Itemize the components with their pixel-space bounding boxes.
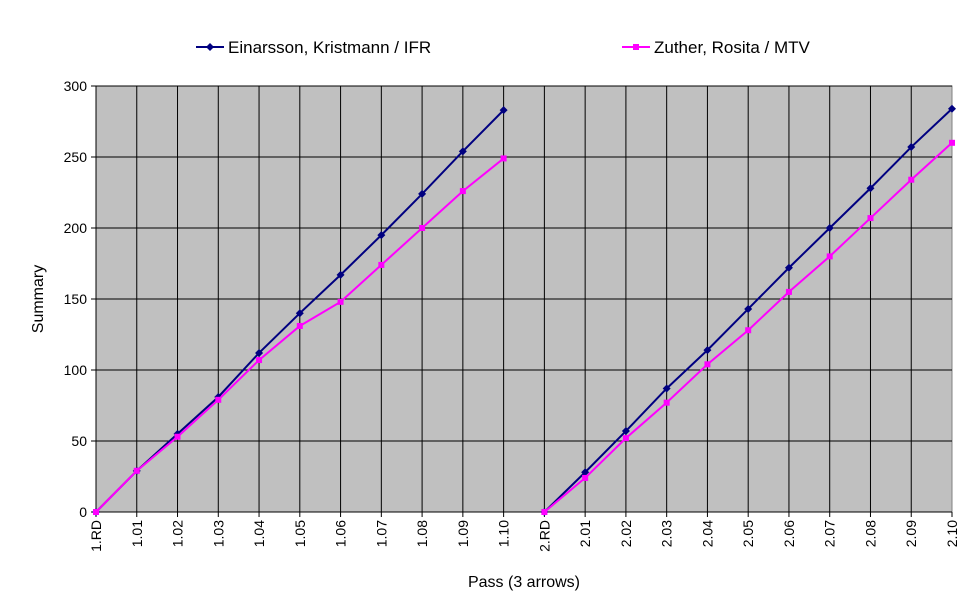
x-tick-label: 2.01 bbox=[577, 520, 593, 547]
x-tick-label: 2.02 bbox=[618, 520, 634, 547]
data-point-square bbox=[826, 253, 833, 260]
x-tick-label: 2.09 bbox=[903, 520, 919, 547]
x-tick-label: 1.05 bbox=[292, 520, 308, 547]
y-tick-label: 300 bbox=[64, 78, 88, 94]
x-axis-title: Pass (3 arrows) bbox=[468, 574, 580, 591]
data-point-diamond bbox=[336, 270, 345, 279]
data-point-square bbox=[949, 139, 955, 146]
data-point-diamond bbox=[948, 104, 956, 113]
x-tick-label: 2.04 bbox=[699, 520, 715, 547]
series-2 bbox=[93, 139, 955, 515]
data-point-diamond bbox=[458, 147, 467, 156]
data-point-diamond bbox=[499, 106, 508, 115]
data-point-diamond bbox=[206, 43, 214, 51]
data-point-square bbox=[378, 261, 385, 268]
x-tick-label: 1.09 bbox=[455, 520, 471, 547]
data-point-square bbox=[500, 155, 507, 162]
data-point-diamond bbox=[377, 231, 386, 240]
x-tick-labels: 1.RD 1.01 1.02 1.03 1.04 1.05 1.06 1.07 1.08 1.09… bbox=[88, 520, 960, 552]
x-tick-label: 1.06 bbox=[333, 520, 349, 547]
data-point-square bbox=[622, 435, 629, 442]
data-point-diamond bbox=[703, 346, 712, 355]
x-tick-label: 2.03 bbox=[659, 520, 675, 547]
data-point-square bbox=[582, 474, 589, 481]
data-point-square bbox=[337, 298, 344, 305]
data-point-square bbox=[256, 357, 263, 364]
data-point-square bbox=[908, 176, 915, 183]
legend: Einarsson, Kristmann / IFR Zuther, Rosita… bbox=[196, 38, 811, 57]
data-point-diamond bbox=[662, 384, 671, 393]
data-point-square bbox=[419, 225, 426, 231]
x-tick-label: 2.07 bbox=[822, 520, 838, 547]
x-tick-label: 2.08 bbox=[862, 520, 878, 547]
data-point-square bbox=[296, 322, 303, 329]
grid-lines bbox=[91, 85, 953, 517]
data-point-square bbox=[459, 188, 466, 195]
data-point-square bbox=[867, 215, 874, 222]
y-tick-label: 200 bbox=[64, 220, 88, 236]
y-tick-label: 150 bbox=[64, 291, 88, 307]
data-point-square bbox=[633, 44, 639, 50]
series-1 bbox=[92, 104, 956, 516]
x-tick-label: 1.02 bbox=[170, 520, 186, 547]
x-tick-label: 2.06 bbox=[781, 520, 797, 547]
y-tick-label: 0 bbox=[79, 504, 87, 520]
legend-label: Einarsson, Kristmann / IFR bbox=[228, 38, 431, 57]
x-tick-label: 1.04 bbox=[251, 520, 267, 547]
data-point-diamond bbox=[744, 304, 753, 313]
y-axis-title: Summary bbox=[30, 265, 47, 333]
data-point-diamond bbox=[621, 427, 630, 436]
data-point-diamond bbox=[255, 348, 264, 357]
data-point-diamond bbox=[825, 224, 834, 232]
data-point-square bbox=[663, 399, 670, 406]
data-point-diamond bbox=[907, 143, 916, 152]
data-point-square bbox=[541, 509, 548, 515]
data-point-square bbox=[704, 361, 711, 368]
data-point-diamond bbox=[581, 468, 590, 477]
y-tick-label: 50 bbox=[71, 433, 87, 449]
series-group bbox=[92, 104, 956, 516]
data-point-square bbox=[215, 396, 222, 403]
x-tick-label: 2.RD bbox=[536, 520, 552, 552]
data-point-square bbox=[174, 433, 181, 440]
data-point-square bbox=[785, 288, 792, 295]
x-tick-label: 2.10 bbox=[944, 520, 960, 547]
x-tick-label: 1.10 bbox=[496, 520, 512, 547]
data-point-diamond bbox=[784, 263, 793, 272]
data-point-square bbox=[93, 509, 99, 515]
y-tick-label: 100 bbox=[64, 362, 88, 378]
data-point-diamond bbox=[418, 189, 427, 198]
data-point-diamond bbox=[866, 184, 875, 193]
x-tick-label: 2.05 bbox=[740, 520, 756, 547]
y-tick-label: 250 bbox=[64, 149, 88, 165]
data-point-diamond bbox=[295, 309, 304, 318]
x-tick-label: 1.01 bbox=[129, 520, 145, 547]
y-tick-labels: 0 50 100 150 200 250 300 bbox=[64, 78, 88, 520]
x-tick-label: 1.08 bbox=[414, 520, 430, 547]
data-point-square bbox=[133, 467, 140, 474]
x-tick-label: 1.07 bbox=[373, 520, 389, 547]
legend-label: Zuther, Rosita / MTV bbox=[654, 38, 811, 57]
x-tick-label: 1.RD bbox=[88, 520, 104, 552]
data-point-square bbox=[745, 327, 752, 334]
x-tick-label: 1.03 bbox=[210, 520, 226, 547]
